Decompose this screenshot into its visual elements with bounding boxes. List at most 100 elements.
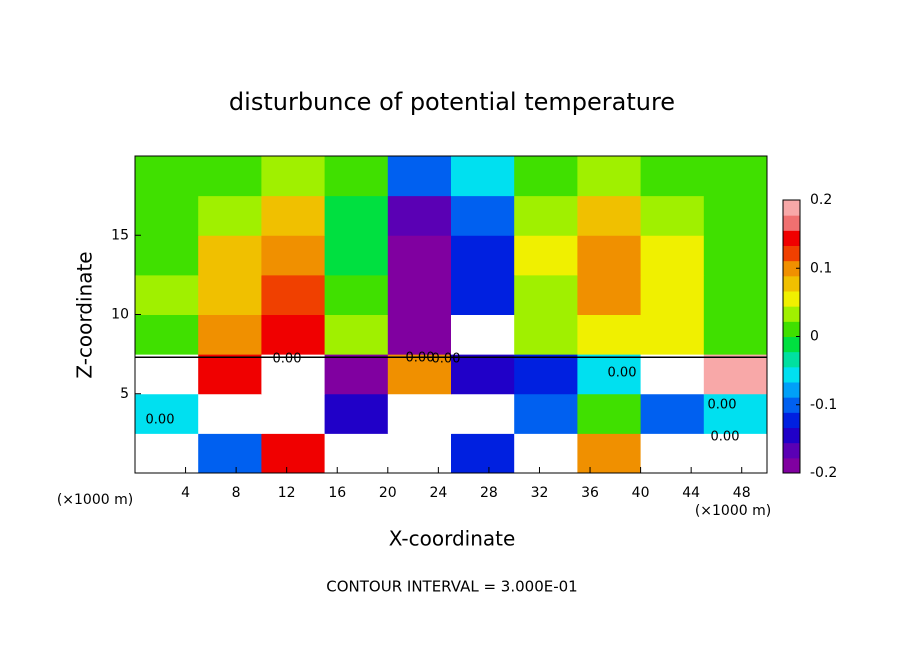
contour-label: 0.00 — [708, 398, 737, 413]
cell — [640, 393, 705, 434]
cell — [387, 235, 452, 276]
cell — [703, 433, 768, 474]
contour-label: 0.00 — [146, 413, 175, 428]
cell — [451, 235, 515, 276]
cell — [324, 393, 389, 434]
colorbar-swatch — [783, 427, 800, 444]
cell — [324, 195, 389, 236]
footer: CONTOUR INTERVAL = 3.000E-01 — [326, 578, 577, 596]
colorbar-swatch — [783, 457, 800, 474]
cell — [640, 156, 705, 197]
x-tick-label: 40 — [632, 485, 650, 501]
cell — [577, 393, 642, 434]
cell — [135, 274, 199, 315]
cell — [387, 433, 452, 474]
x-tick-label: 28 — [480, 485, 498, 501]
y-tick-label: 15 — [111, 227, 129, 243]
cell — [703, 235, 768, 276]
y-unit: (×1000 m) — [57, 492, 133, 508]
cell — [703, 393, 768, 434]
cell — [640, 314, 705, 355]
cell — [387, 274, 452, 315]
cell — [198, 195, 262, 236]
cell — [387, 314, 452, 355]
x-tick-label: 32 — [531, 485, 549, 501]
cell — [577, 354, 642, 395]
cell — [261, 354, 326, 395]
cell — [514, 235, 578, 276]
cell — [324, 235, 389, 276]
cell — [261, 235, 326, 276]
cell — [514, 314, 578, 355]
cell — [387, 156, 452, 197]
cell — [135, 393, 199, 434]
cell — [261, 314, 326, 355]
cell — [261, 195, 326, 236]
cell — [640, 354, 705, 395]
cell — [198, 314, 262, 355]
y-tick-label: 10 — [111, 307, 129, 323]
cell — [387, 393, 452, 434]
cell — [577, 195, 642, 236]
cell — [198, 274, 262, 315]
cell — [640, 433, 705, 474]
cell — [703, 156, 768, 197]
cell — [261, 274, 326, 315]
cell — [640, 195, 705, 236]
contour-label: 0.00 — [273, 352, 302, 367]
cell — [451, 274, 515, 315]
x-tick-label: 16 — [328, 485, 346, 501]
cell — [514, 156, 578, 197]
y-axis-label: Z-coordinate — [73, 251, 97, 378]
colorbar-swatch — [783, 351, 800, 368]
colorbar-swatch — [783, 215, 800, 231]
colorbar-tick-label: -0.2 — [810, 465, 837, 481]
x-tick-label: 44 — [682, 485, 700, 501]
cell — [640, 235, 705, 276]
colorbar-swatch — [783, 366, 800, 383]
cell — [135, 195, 199, 236]
cell — [703, 354, 768, 395]
colorbar-swatch — [783, 291, 800, 307]
colorbar-swatch — [783, 336, 800, 353]
cell — [135, 354, 199, 395]
cell — [135, 156, 199, 197]
cell — [451, 195, 515, 236]
cell — [261, 393, 326, 434]
contour-label: 0.00 — [608, 366, 637, 381]
cell — [324, 156, 389, 197]
cell — [451, 433, 515, 474]
cell — [577, 314, 642, 355]
x-tick-label: 48 — [733, 485, 751, 501]
cell — [261, 433, 326, 474]
cell — [387, 195, 452, 236]
x-tick-label: 4 — [181, 485, 190, 501]
cell — [640, 274, 705, 315]
cell — [324, 354, 389, 395]
cell — [577, 274, 642, 315]
cell — [451, 156, 515, 197]
cell — [135, 235, 199, 276]
contour-label: 0.00 — [711, 430, 740, 445]
cell — [387, 354, 452, 395]
colorbar-swatch — [783, 442, 800, 459]
cell — [198, 235, 262, 276]
colorbar-tick-label: 0.1 — [810, 260, 832, 276]
x-tick-label: 20 — [379, 485, 397, 501]
cell — [514, 354, 578, 395]
cell — [135, 433, 199, 474]
x-tick-label: 12 — [278, 485, 296, 501]
cell — [198, 354, 262, 395]
cell — [324, 314, 389, 355]
colorbar-swatch — [783, 306, 800, 322]
y-tick-label: 5 — [120, 386, 129, 402]
cell — [514, 274, 578, 315]
cell — [198, 156, 262, 197]
colorbar-tick-label: 0 — [810, 329, 819, 345]
x-unit: (×1000 m) — [695, 503, 771, 519]
cell — [135, 314, 199, 355]
cell — [324, 274, 389, 315]
cell — [577, 433, 642, 474]
colorbar-swatch — [783, 200, 800, 216]
